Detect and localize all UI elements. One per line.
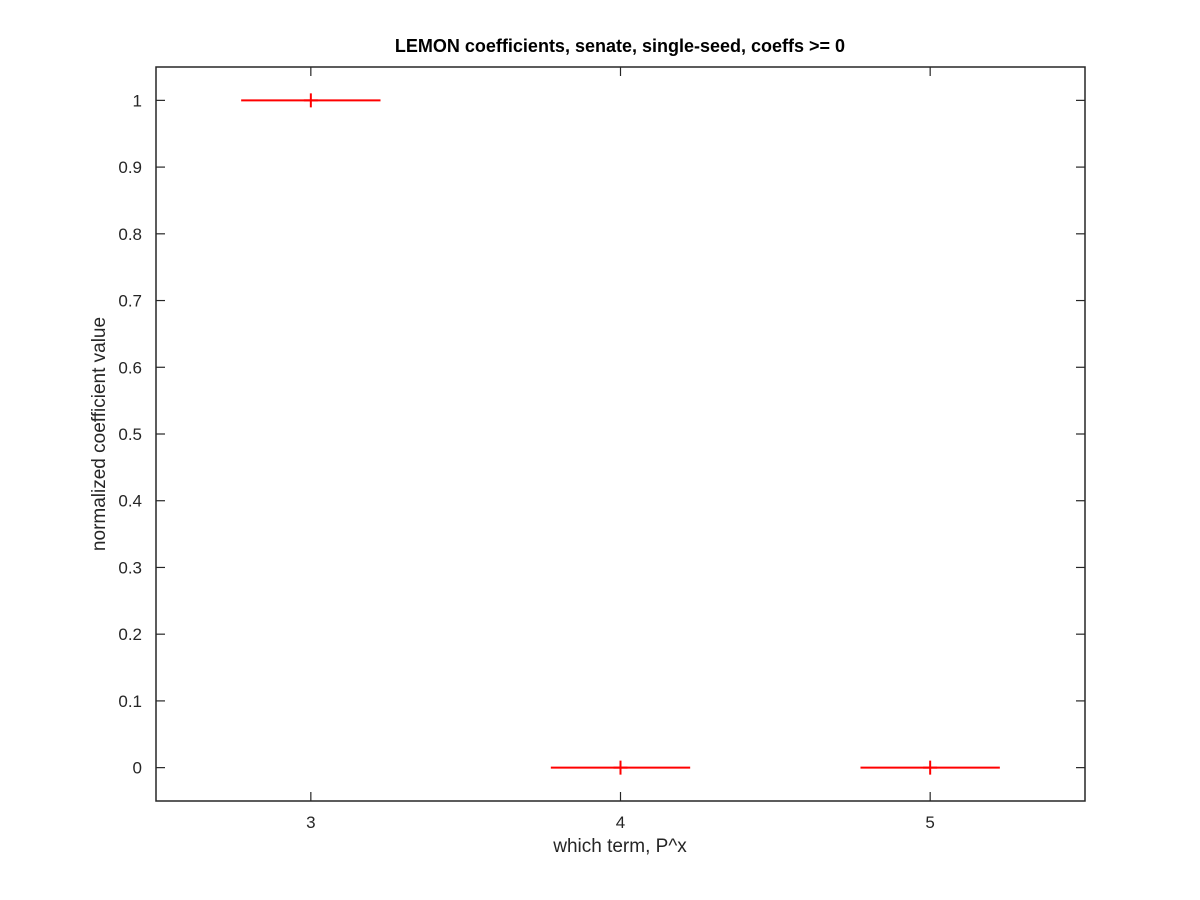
y-tick-label: 0.2 [118,625,142,644]
x-tick-label: 4 [616,813,625,832]
x-tick-label: 5 [925,813,934,832]
y-tick-label: 0.7 [118,292,142,311]
y-tick-label: 0 [133,759,142,778]
y-tick-label: 0.4 [118,492,142,511]
y-axis-label: normalized coefficient value [89,317,110,551]
y-tick-label: 0.1 [118,692,142,711]
plot-area: 0 0.1 0.2 0.3 0.4 0.5 0.6 0.7 0.8 0.9 1 3 4 5 [118,66,1086,832]
y-tick-label: 0.9 [118,158,142,177]
y-tick-label: 0.5 [118,425,142,444]
x-axis-label: which term, P^x [552,836,687,857]
y-tick-label: 0.3 [118,558,142,577]
y-tick-label: 1 [133,91,142,110]
y-tick-label: 0.8 [118,225,142,244]
chart-title: LEMON coefficients, senate, single-seed,… [395,36,845,56]
y-tick-label: 0.6 [118,358,142,377]
x-tick-label: 3 [306,813,315,832]
